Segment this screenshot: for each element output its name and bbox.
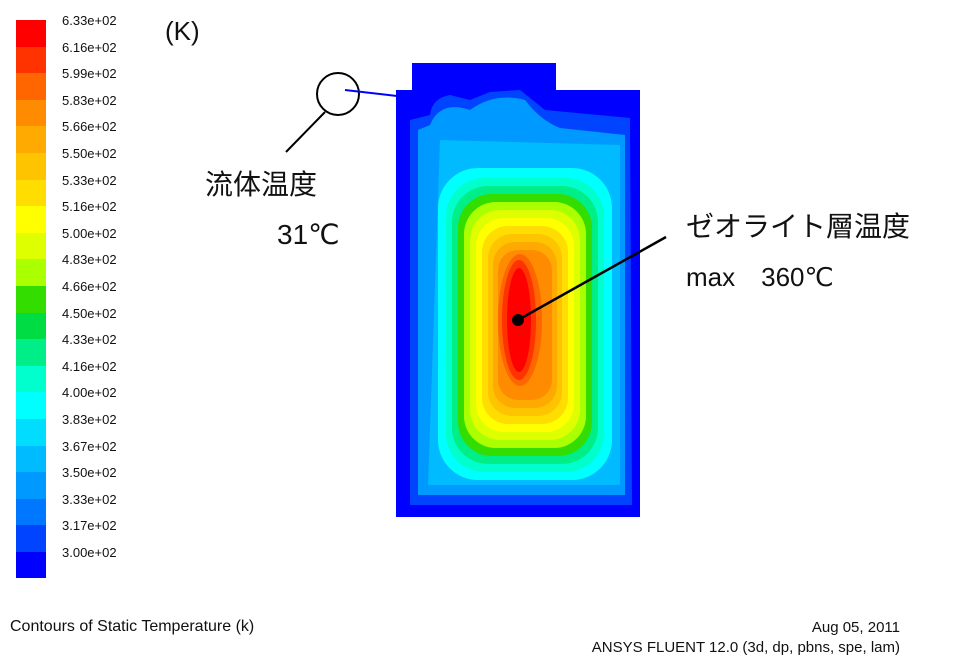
- plot-caption: Contours of Static Temperature (k): [10, 618, 255, 635]
- legend-swatch: [16, 365, 46, 393]
- legend-swatch: [16, 472, 46, 499]
- plot-meta: Aug 05, 2011 ANSYS FLUENT 12.0 (3d, dp, …: [592, 618, 900, 658]
- legend-swatch: [16, 232, 46, 260]
- legend-tick-label: 4.16e+02: [62, 358, 117, 374]
- fluid-leader-line: [285, 111, 326, 153]
- zeolite-marker-dot: [512, 314, 524, 326]
- legend-swatch: [16, 418, 46, 446]
- legend-swatch: [16, 20, 46, 47]
- zeolite-temp-title: ゼオライト層温度: [686, 211, 911, 242]
- legend-swatch: [16, 126, 46, 153]
- legend-tick-label: 5.66e+02: [62, 119, 117, 135]
- legend-swatch: [16, 498, 46, 526]
- legend-swatch: [16, 179, 46, 207]
- legend-tick-label: 3.67e+02: [62, 438, 117, 454]
- legend-tick-label: 4.33e+02: [62, 332, 117, 348]
- legend-tick-label: 5.00e+02: [62, 225, 117, 241]
- legend-swatch: [16, 445, 46, 473]
- legend-swatch: [16, 73, 46, 100]
- legend-swatch: [16, 339, 46, 366]
- legend-tick-label: 3.00e+02: [62, 545, 117, 560]
- legend-swatch: [16, 99, 46, 127]
- legend-swatch: [16, 206, 46, 233]
- color-legend: [16, 20, 46, 579]
- legend-tick-label: 5.83e+02: [62, 92, 117, 108]
- legend-tick-label: 6.16e+02: [62, 39, 117, 55]
- fluid-temp-value: 31℃: [277, 219, 340, 250]
- plot-date: Aug 05, 2011: [811, 619, 900, 636]
- legend-tick-label: 5.16e+02: [62, 199, 117, 215]
- legend-swatch: [16, 551, 46, 579]
- legend-tick-label: 4.83e+02: [62, 252, 117, 268]
- legend-swatch: [16, 46, 46, 74]
- legend-tick-label: 3.83e+02: [62, 412, 117, 427]
- unit-label: (K): [165, 16, 200, 46]
- legend-swatch: [16, 259, 46, 286]
- legend-tick-label: 3.50e+02: [62, 465, 117, 481]
- fluid-pointer-line: [344, 89, 415, 99]
- legend-swatch: [16, 285, 46, 313]
- legend-swatch: [16, 525, 46, 552]
- plot-software: ANSYS FLUENT 12.0 (3d, dp, pbns, spe, la…: [591, 639, 900, 656]
- legend-tick-label: 5.50e+02: [62, 146, 117, 161]
- legend-swatch: [16, 152, 46, 180]
- legend-tick-label: 3.17e+02: [62, 518, 117, 534]
- legend-tick-label: 4.50e+02: [62, 305, 117, 321]
- fluid-temp-title: 流体温度: [205, 169, 318, 200]
- legend-tick-label: 5.33e+02: [62, 172, 117, 188]
- zeolite-temp-value: max 360℃: [686, 262, 834, 292]
- fluid-marker-circle: [316, 72, 360, 116]
- legend-tick-label: 4.66e+02: [62, 279, 117, 294]
- legend-tick-label: 6.33e+02: [62, 13, 117, 28]
- legend-tick-label: 4.00e+02: [62, 385, 117, 401]
- legend-swatch: [16, 392, 46, 419]
- zeolite-leader-line: [517, 235, 667, 322]
- legend-swatch: [16, 312, 46, 340]
- legend-tick-label: 5.99e+02: [62, 66, 117, 82]
- legend-tick-label: 3.33e+02: [62, 491, 117, 507]
